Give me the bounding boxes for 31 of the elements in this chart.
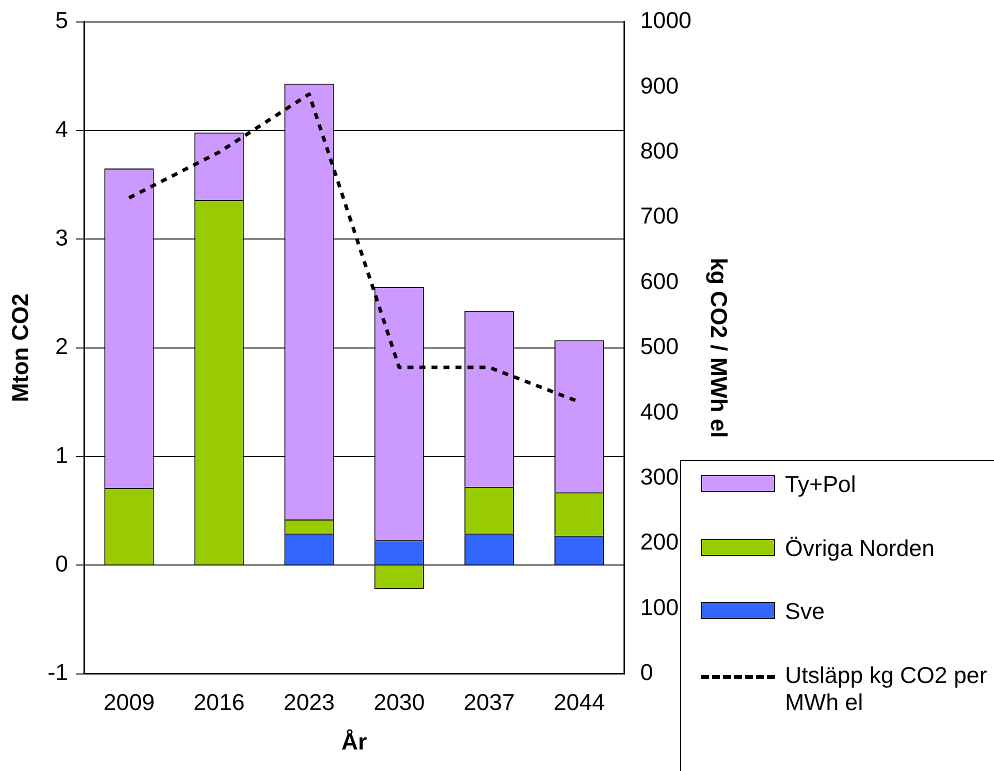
y2-tick-label: 700 [640, 202, 679, 229]
y2-tick-label: 0 [640, 659, 654, 686]
y-axis-title: Mton CO2 [7, 293, 34, 402]
legend-label: Utsläpp kg CO2 per MWh el [785, 662, 988, 717]
y2-tick-label: 100 [640, 594, 679, 620]
y2-tick-label: 800 [640, 138, 679, 164]
legend-label: Övriga Norden [785, 534, 935, 562]
y-tick-label: -1 [48, 659, 68, 686]
y-tick-label: 0 [55, 550, 68, 576]
x-tick-label: 2030 [374, 688, 425, 715]
x-tick-label: 2037 [464, 688, 515, 715]
y-tick-label: 1 [55, 442, 68, 468]
y2-tick-label: 400 [640, 398, 679, 424]
y2-tick-label: 1000 [640, 7, 692, 34]
y-tick-label: 4 [55, 116, 68, 142]
legend-label: Ty+Pol [785, 471, 856, 499]
y-tick-label: 2 [55, 333, 68, 360]
legend-label: Sve [785, 598, 825, 626]
y2-tick-label: 600 [640, 268, 679, 294]
y-tick-label: 5 [55, 7, 68, 34]
x-tick-label: 2023 [284, 688, 335, 715]
y2-tick-label: 200 [640, 528, 679, 555]
x-axis-title: År [341, 728, 367, 755]
x-tick-label: 2016 [194, 688, 245, 715]
y2-tick-label: 500 [640, 333, 679, 360]
y2-tick-label: 300 [640, 464, 679, 490]
x-tick-label: 2009 [103, 688, 155, 715]
y-tick-label: 3 [55, 224, 68, 250]
y2-tick-label: 900 [640, 72, 679, 98]
y2-axis-title: kg CO2 / MWh el [706, 258, 732, 438]
x-tick-label: 2044 [554, 688, 606, 715]
